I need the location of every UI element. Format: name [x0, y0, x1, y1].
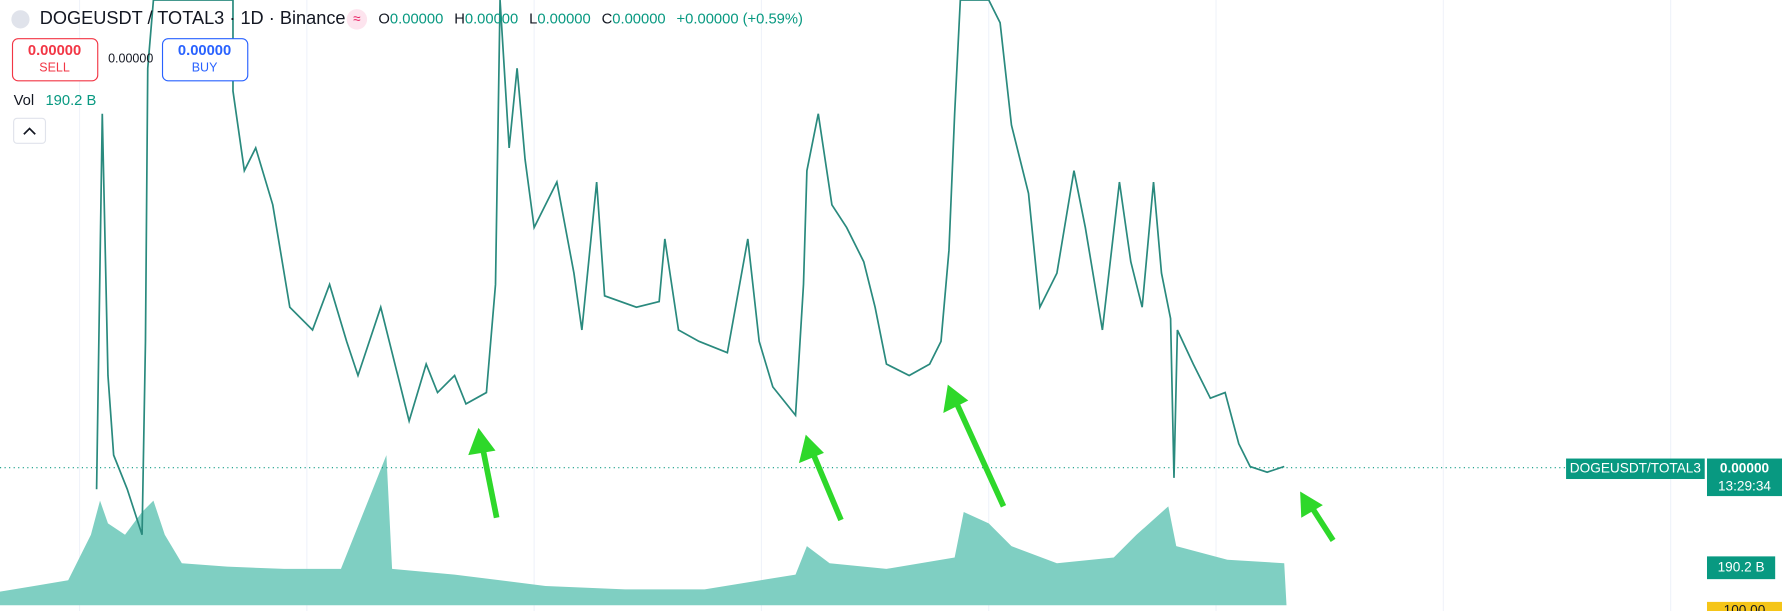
last-price: 0.00000 — [1720, 460, 1770, 475]
vol-label: Vol — [14, 93, 35, 109]
ohlc: O0.00000 H0.00000 L0.00000 C0.00000 +0.0… — [378, 11, 802, 27]
symbol-tag — [1566, 458, 1705, 480]
bottom-tag-text: 100.00 — [1724, 603, 1766, 611]
collapse-button[interactable] — [13, 117, 47, 144]
price-line — [95, 0, 1285, 536]
trade-buttons: 0.00000 SELL 0.00000 0.00000 BUY — [11, 38, 249, 82]
volume-tag-text: 190.2 B — [1718, 559, 1765, 574]
symbol-tag-text: DOGEUSDT/TOTAL3 — [1570, 460, 1701, 475]
sell-button[interactable] — [11, 38, 99, 82]
spread: 0.00000 — [108, 51, 153, 65]
price-tag — [1706, 458, 1782, 497]
buy-price: 0.00000 — [178, 43, 231, 59]
buy-button[interactable] — [161, 38, 249, 82]
symbol: DOGEUSDT / TOTAL3 · 1D · Binance — [40, 8, 346, 28]
grid — [78, 0, 1672, 611]
chevron — [23, 127, 36, 135]
header: DOGEUSDT / TOTAL3 · 1D · Binance ≈ O0.00… — [11, 8, 803, 30]
arrows — [468, 384, 1336, 542]
buy-label: BUY — [192, 61, 218, 75]
sell-price: 0.00000 — [28, 43, 81, 59]
sell-label: SELL — [39, 61, 70, 75]
volume-area — [0, 455, 1287, 606]
wave-icon: ≈ — [353, 11, 361, 26]
volume-tag — [1706, 556, 1776, 580]
countdown: 13:29:34 — [1718, 479, 1771, 494]
bottom-tag — [1706, 601, 1782, 611]
vol-value: 190.2 B — [45, 93, 96, 109]
